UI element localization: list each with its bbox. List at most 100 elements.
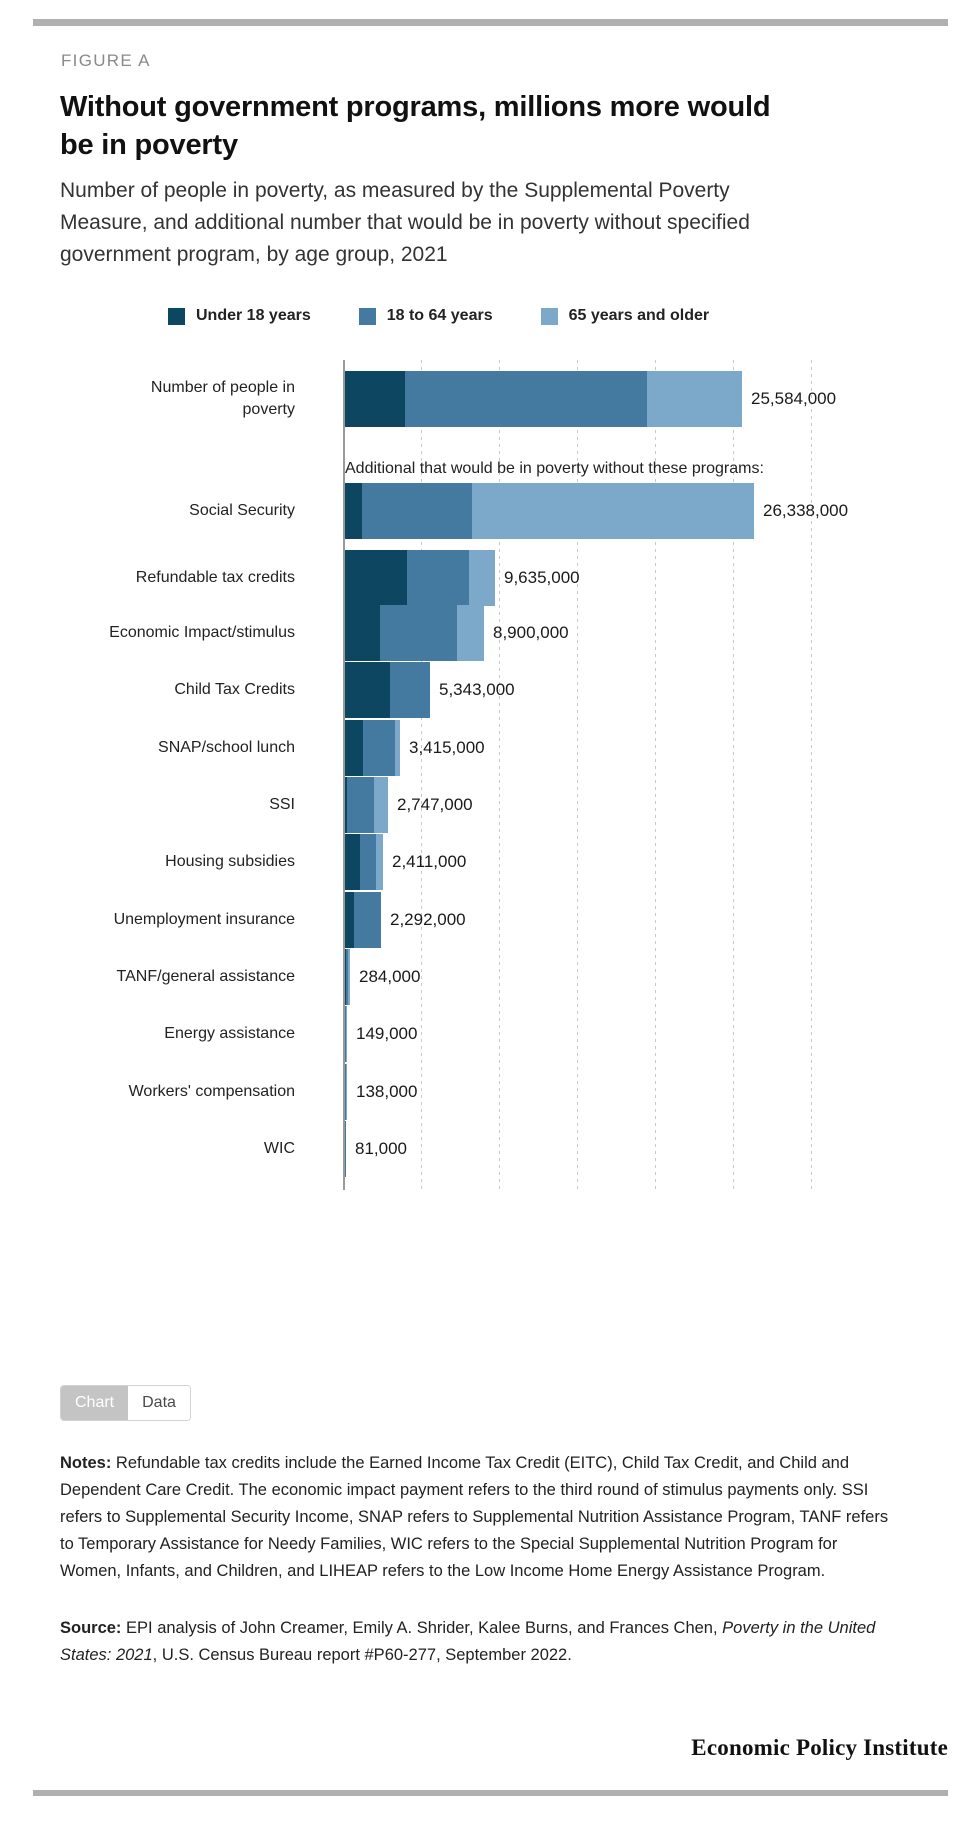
bar-category-label: Energy assistance: [164, 1025, 295, 1042]
chart-bar-row[interactable]: Workers' compensation 138,000: [129, 1064, 903, 1120]
bar-value-label: 2,292,000: [390, 910, 466, 929]
stacked-bar[interactable]: [345, 892, 381, 948]
stacked-bar[interactable]: [345, 605, 484, 661]
bar-category-label: SNAP/school lunch: [158, 739, 295, 756]
bar-segment[interactable]: [345, 1006, 346, 1062]
chart-bar-row[interactable]: Child Tax Credits 5,343,000: [174, 662, 903, 718]
stacked-bar[interactable]: [345, 720, 400, 776]
source-label: Source:: [60, 1619, 122, 1637]
chart-bar-row[interactable]: SNAP/school lunch 3,415,000: [158, 720, 903, 776]
bar-segment[interactable]: [360, 834, 376, 890]
bar-segment[interactable]: [345, 949, 346, 1005]
stacked-bar[interactable]: [345, 777, 388, 833]
bar-value-label: 26,338,000: [763, 501, 849, 520]
gridline: [421, 360, 422, 1190]
bar-category-label: Unemployment insurance: [113, 911, 295, 928]
bar-segment[interactable]: [345, 720, 363, 776]
stacked-bar[interactable]: [345, 1064, 347, 1120]
bar-segment[interactable]: [348, 949, 350, 1005]
chart-bar-row[interactable]: Economic Impact/stimulus 8,900,000: [109, 605, 903, 661]
bar-segment[interactable]: [395, 720, 400, 776]
legend-swatch-icon: [540, 307, 558, 325]
bar-segment[interactable]: [347, 777, 374, 833]
source-text-1: EPI analysis of John Creamer, Emily A. S…: [121, 1619, 723, 1637]
bar-value-label: 2,747,000: [397, 795, 473, 814]
bar-segment[interactable]: [346, 1006, 347, 1062]
chart-bar-row[interactable]: WIC 81,000: [264, 1121, 903, 1177]
stacked-bar[interactable]: [345, 1006, 347, 1062]
stacked-bar[interactable]: [345, 949, 350, 1005]
legend-item: 65 years and older: [540, 307, 709, 325]
bar-segment[interactable]: [346, 1064, 347, 1120]
stacked-bar[interactable]: [345, 662, 430, 718]
legend-swatch-icon: [168, 307, 185, 325]
bar-segment[interactable]: [345, 1121, 346, 1177]
chart-bar-row[interactable]: Refundable tax credits 9,635,000: [136, 550, 903, 606]
legend-item: 18 to 64 years: [358, 307, 493, 325]
stacked-bar[interactable]: [345, 1121, 346, 1177]
tab-chart[interactable]: Chart: [61, 1386, 129, 1421]
bar-segment[interactable]: [345, 550, 407, 606]
bar-segment[interactable]: [354, 892, 381, 948]
bar-segment[interactable]: [345, 662, 390, 718]
bar-segment[interactable]: [345, 483, 362, 539]
bar-segment[interactable]: [405, 371, 647, 427]
bar-segment[interactable]: [647, 371, 742, 427]
bar-segment[interactable]: [390, 662, 430, 718]
bar-segment[interactable]: [362, 483, 472, 539]
bar-segment[interactable]: [457, 605, 484, 661]
bar-segment[interactable]: [345, 834, 360, 890]
bar-category-label: SSI: [269, 796, 295, 813]
bar-segment[interactable]: [407, 550, 469, 606]
epi-logo-text: Economic Policy Institute: [691, 1735, 948, 1760]
bar-segment[interactable]: [345, 777, 347, 833]
gridline: [655, 360, 656, 1190]
figure-subtitle: Number of people in poverty, as measured…: [60, 179, 750, 266]
chart-legend: Under 18 years 18 to 64 years 65 years and…: [168, 307, 709, 325]
tab-data[interactable]: Data: [128, 1386, 190, 1421]
chart-bar-row[interactable]: Housing subsidies 2,411,000: [165, 834, 903, 890]
bar-value-label: 9,635,000: [504, 568, 580, 587]
stacked-bar[interactable]: [345, 834, 383, 890]
bar-category-label: Number of people in poverty: [150, 379, 295, 418]
bar-value-label: 25,584,000: [751, 389, 837, 408]
chart-bar-row[interactable]: Social Security 26,338,000: [189, 483, 903, 539]
bar-value-label: 2,411,000: [392, 852, 467, 871]
legend-swatch-icon: [358, 307, 376, 325]
chart-bar-row[interactable]: TANF/general assistance 284,000: [117, 949, 903, 1005]
chart-bar-row[interactable]: Energy assistance 149,000: [164, 1006, 903, 1062]
view-toggle[interactable]: Chart Data: [60, 1385, 191, 1422]
stacked-bar[interactable]: [345, 483, 754, 539]
notes-text: Refundable tax credits include the Earne…: [60, 1454, 889, 1580]
bar-segment[interactable]: [346, 949, 348, 1005]
chart-bar-row[interactable]: Unemployment insurance 2,292,000: [114, 892, 903, 948]
chart-bar-row[interactable]: SSI 2,747,000: [269, 777, 903, 833]
gridline: [811, 360, 812, 1190]
stacked-bar[interactable]: [345, 371, 742, 427]
bar-segment[interactable]: [374, 777, 388, 833]
legend-label: 18 to 64 years: [386, 307, 493, 324]
bar-segment[interactable]: [376, 834, 383, 890]
bar-segment[interactable]: [345, 1064, 346, 1120]
bar-value-label: 284,000: [359, 967, 421, 986]
legend-item: Under 18 years: [168, 307, 311, 325]
top-divider: [33, 19, 948, 26]
bar-segment[interactable]: [345, 605, 380, 661]
bar-category-label: Refundable tax credits: [135, 569, 295, 586]
y-axis-line: [343, 360, 345, 1190]
bar-value-label: 149,000: [356, 1024, 418, 1043]
stacked-bar[interactable]: [345, 550, 495, 606]
bar-value-label: 8,900,000: [493, 623, 569, 642]
bar-segment[interactable]: [363, 720, 395, 776]
bar-segment[interactable]: [345, 371, 405, 427]
bar-segment[interactable]: [472, 483, 754, 539]
gridline: [577, 360, 578, 1190]
notes-block: Notes: Refundable tax credits include th…: [60, 1450, 890, 1585]
bar-segment[interactable]: [469, 550, 495, 606]
bar-segment[interactable]: [380, 605, 457, 661]
bar-segment[interactable]: [345, 892, 354, 948]
page-title: Without government programs, millions mo…: [60, 91, 771, 161]
notes-label: Notes:: [60, 1454, 112, 1472]
chart-bar-row[interactable]: Number of people in poverty 25,584,000: [151, 371, 903, 427]
bar-value-label: 138,000: [356, 1082, 418, 1101]
